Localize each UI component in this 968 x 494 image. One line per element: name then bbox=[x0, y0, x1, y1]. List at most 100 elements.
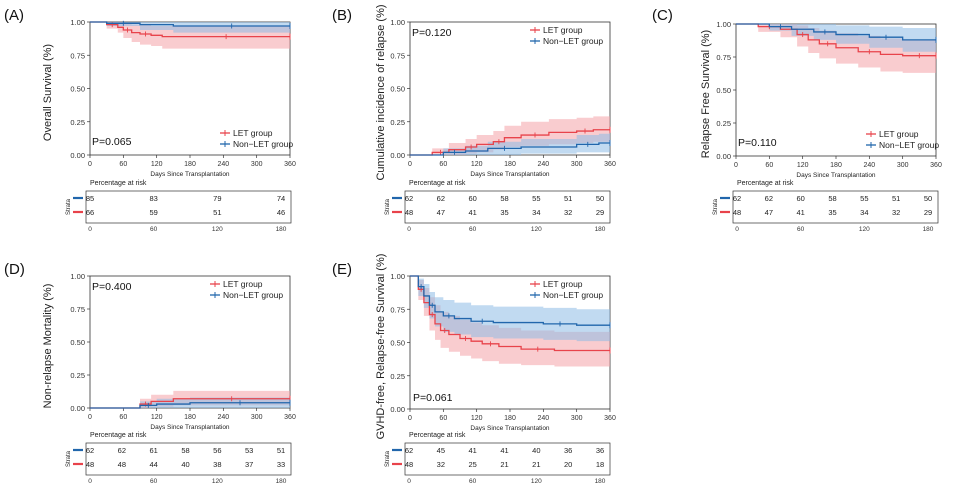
y-axis-label: Relapse Free Survival (%) bbox=[700, 30, 712, 158]
ci-band bbox=[410, 116, 610, 155]
legend-label: LET group bbox=[879, 129, 919, 139]
risk-x-tick-label: 0 bbox=[407, 226, 411, 233]
km-panel-5: (E)0.000.250.500.751.000 60 120 180 240 300 36… bbox=[332, 254, 616, 485]
risk-x-tick-label: 120 bbox=[212, 478, 223, 485]
risk-count: 50 bbox=[924, 194, 932, 203]
y-tick-label: 0.00 bbox=[70, 151, 85, 160]
risk-count: 62 bbox=[437, 194, 445, 203]
risk-count: 41 bbox=[500, 446, 508, 455]
risk-x-tick-label: 0 bbox=[88, 478, 92, 485]
risk-count: 79 bbox=[213, 194, 221, 203]
x-tick-label: 60 bbox=[119, 161, 127, 168]
legend-label: LET group bbox=[543, 25, 583, 35]
risk-count: 56 bbox=[213, 446, 221, 455]
y-tick-label: 0.75 bbox=[390, 305, 405, 314]
risk-x-tick-label: 180 bbox=[276, 478, 287, 485]
x-tick-label: 180 bbox=[504, 415, 516, 422]
risk-x-tick-label: 120 bbox=[531, 478, 542, 485]
x-tick-label: 0 bbox=[408, 161, 412, 168]
x-tick-label: 300 bbox=[571, 161, 583, 168]
risk-count: 36 bbox=[564, 446, 572, 455]
y-tick-label: 0.50 bbox=[390, 339, 405, 348]
risk-count: 41 bbox=[468, 208, 476, 217]
x-tick-label: 60 bbox=[439, 161, 447, 168]
y-tick-label: 1.00 bbox=[390, 272, 405, 281]
x-axis-label: Days Since Transplantation bbox=[150, 171, 230, 178]
legend-label: Non−LET group bbox=[223, 290, 283, 300]
risk-table-frame bbox=[404, 442, 611, 476]
risk-count: 20 bbox=[564, 460, 572, 469]
risk-count: 62 bbox=[118, 446, 126, 455]
x-tick-label: 300 bbox=[251, 161, 263, 168]
risk-x-tick-label: 60 bbox=[797, 226, 805, 233]
risk-count: 21 bbox=[500, 460, 508, 469]
x-tick-label: 240 bbox=[217, 414, 229, 421]
risk-count: 36 bbox=[596, 446, 604, 455]
risk-x-tick-label: 180 bbox=[595, 226, 606, 233]
risk-count: 74 bbox=[277, 194, 285, 203]
x-tick-label: 0 bbox=[88, 161, 92, 168]
y-tick-label: 0.25 bbox=[390, 118, 405, 127]
risk-count: 58 bbox=[500, 194, 508, 203]
y-tick-label: 0.25 bbox=[70, 371, 85, 380]
x-tick-label: 360 bbox=[284, 161, 296, 168]
km-panel-3: (C) 0.00 0.25 0.50 0.75 1.00 0 60 120 180 240 300 36… bbox=[652, 7, 942, 233]
risk-count: 47 bbox=[437, 208, 445, 217]
risk-count: 29 bbox=[924, 208, 932, 217]
y-tick-label: 0.25 bbox=[716, 119, 731, 128]
risk-count: 41 bbox=[796, 208, 804, 217]
x-tick-label: 120 bbox=[797, 162, 809, 169]
x-tick-label: 120 bbox=[471, 161, 483, 168]
strata-label: Strata bbox=[713, 198, 719, 215]
y-tick-label: 0.00 bbox=[70, 404, 85, 413]
risk-count: 46 bbox=[277, 208, 285, 217]
risk-count: 62 bbox=[405, 446, 413, 455]
y-axis-label: Cumulative incidence of relapse (%) bbox=[375, 4, 387, 180]
x-tick-label: 60 bbox=[119, 414, 127, 421]
risk-count: 66 bbox=[86, 208, 94, 217]
legend-label: LET group bbox=[223, 279, 263, 289]
km-curve-nonlet bbox=[90, 21, 290, 27]
risk-x-tick-label: 0 bbox=[88, 226, 92, 233]
risk-x-tick-label: 180 bbox=[923, 226, 934, 233]
y-tick-label: 0.75 bbox=[716, 53, 731, 62]
risk-table-frame bbox=[404, 190, 611, 224]
risk-count: 60 bbox=[796, 194, 804, 203]
y-axis-label: Overall Survival (%) bbox=[42, 44, 54, 141]
risk-count: 33 bbox=[277, 460, 285, 469]
risk-count: 60 bbox=[468, 194, 476, 203]
x-tick-label: 0 bbox=[88, 414, 92, 421]
p-value: P=0.110 bbox=[738, 137, 777, 149]
risk-table-title: Percentage at risk bbox=[90, 432, 147, 439]
y-tick-label: 1.00 bbox=[716, 20, 731, 29]
risk-x-tick-label: 180 bbox=[595, 478, 606, 485]
y-tick-label: 0.25 bbox=[70, 118, 85, 127]
risk-x-tick-label: 0 bbox=[407, 478, 411, 485]
y-tick-label: 0.25 bbox=[390, 372, 405, 381]
risk-count: 32 bbox=[892, 208, 900, 217]
x-tick-label: 120 bbox=[471, 415, 483, 422]
strata-label: Strata bbox=[385, 450, 391, 467]
km-panel-1: (A) 0.00 0.25 0.50 0.75 1.00 0 60 120 180 240 300 36… bbox=[4, 7, 296, 233]
x-tick-label: 240 bbox=[863, 162, 875, 169]
risk-count: 37 bbox=[245, 460, 253, 469]
y-tick-label: 0.75 bbox=[390, 51, 405, 60]
y-tick-label: 0.75 bbox=[70, 305, 85, 314]
risk-count: 48 bbox=[733, 208, 741, 217]
x-axis-label: Days Since Transplantation bbox=[470, 171, 550, 178]
strata-label: Strata bbox=[66, 198, 72, 215]
risk-x-tick-label: 0 bbox=[735, 226, 739, 233]
risk-table-frame bbox=[732, 190, 939, 224]
y-tick-label: 0.50 bbox=[716, 86, 731, 95]
y-tick-label: 1.00 bbox=[70, 18, 85, 27]
risk-count: 51 bbox=[213, 208, 221, 217]
x-tick-label: 240 bbox=[537, 415, 549, 422]
risk-count: 53 bbox=[245, 446, 253, 455]
risk-x-tick-label: 60 bbox=[150, 478, 158, 485]
risk-count: 55 bbox=[532, 194, 540, 203]
ci-band bbox=[736, 24, 936, 52]
km-curve-nonlet bbox=[90, 402, 290, 409]
risk-count: 55 bbox=[860, 194, 868, 203]
x-tick-label: 300 bbox=[571, 415, 583, 422]
